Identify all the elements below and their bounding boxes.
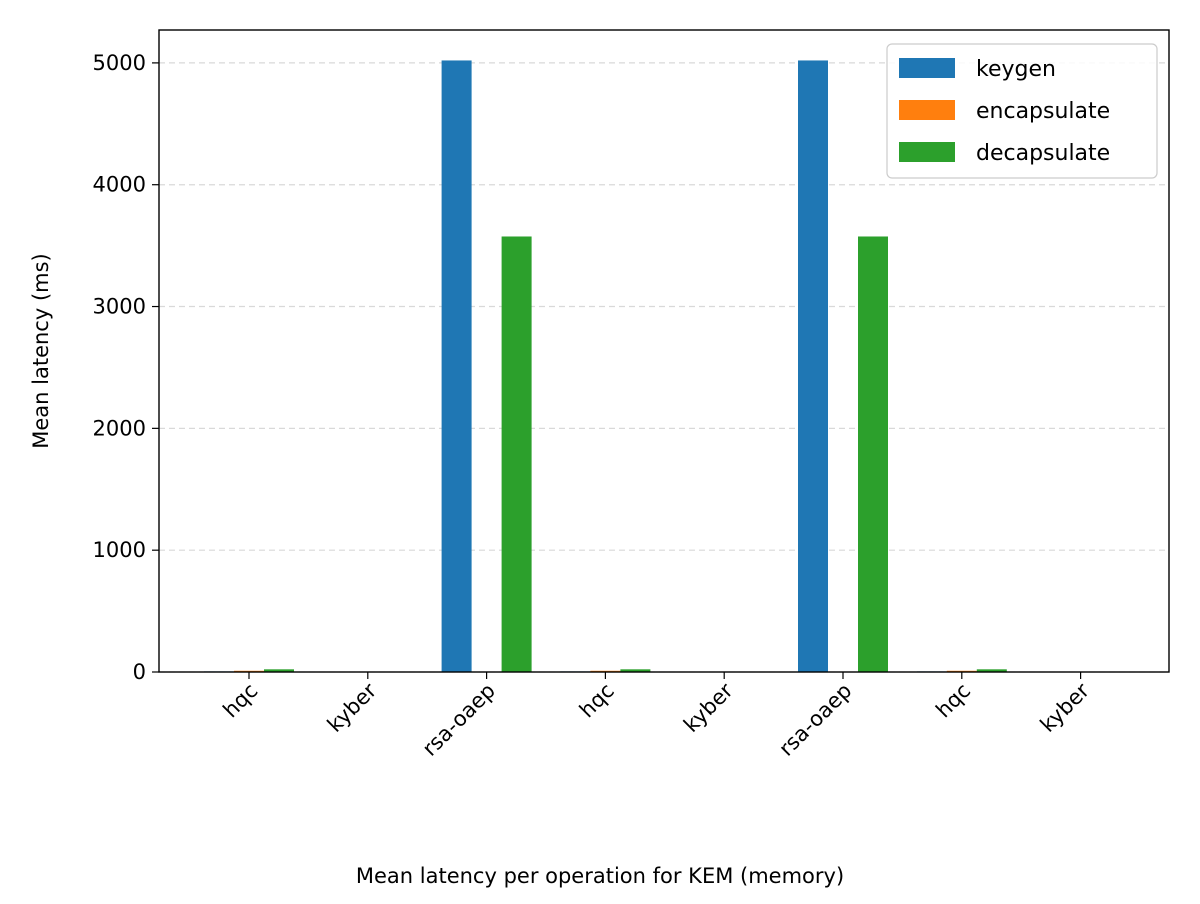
bar-decapsulate — [858, 236, 888, 672]
x-tick-label: rsa-oaep — [774, 678, 856, 760]
legend-swatch-encapsulate — [899, 100, 955, 120]
x-tick-label: hqc — [575, 678, 619, 722]
y-tick-label: 3000 — [93, 295, 146, 319]
y-tick-label: 0 — [133, 660, 146, 684]
y-tick-label: 1000 — [93, 538, 146, 562]
legend-swatch-keygen — [899, 58, 955, 78]
y-tick-label: 4000 — [93, 173, 146, 197]
x-tick-label: kyber — [1036, 678, 1095, 737]
legend-label-encapsulate: encapsulate — [976, 99, 1110, 124]
x-tick-label: rsa-oaep — [418, 678, 500, 760]
y-tick-label: 2000 — [93, 416, 146, 440]
y-axis-label: Mean latency (ms) — [29, 253, 53, 449]
x-tick-label: kyber — [323, 678, 382, 737]
legend-label-keygen: keygen — [976, 57, 1056, 82]
x-tick-label: hqc — [218, 678, 262, 722]
legend-label-decapsulate: decapsulate — [976, 141, 1110, 166]
chart-caption: Mean latency per operation for KEM (memo… — [0, 864, 1200, 888]
legend-swatch-decapsulate — [899, 142, 955, 162]
bar-keygen — [798, 60, 828, 672]
x-tick-label: hqc — [931, 678, 975, 722]
bar-decapsulate — [502, 236, 532, 672]
bar-keygen — [442, 60, 472, 672]
legend: keygen encapsulate decapsulate — [887, 44, 1157, 178]
x-tick-label: kyber — [679, 678, 738, 737]
y-tick-label: 5000 — [93, 51, 146, 75]
